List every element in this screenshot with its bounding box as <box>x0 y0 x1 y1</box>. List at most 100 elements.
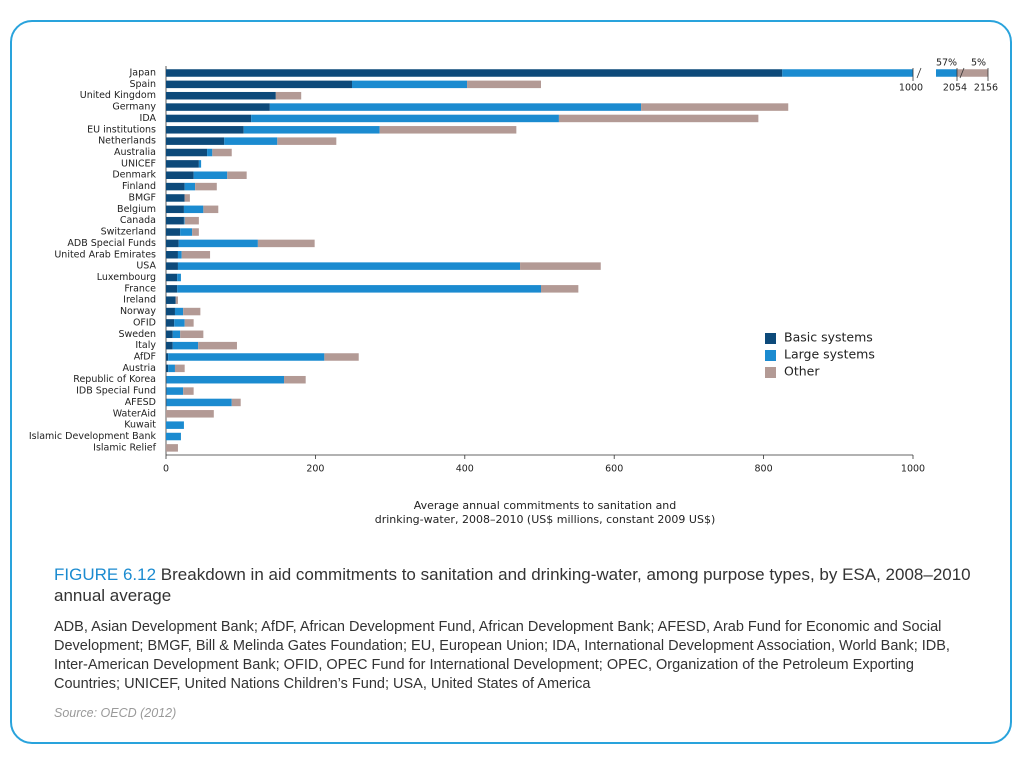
y-tick-label: UNICEF <box>121 158 156 169</box>
x-tick-label: 200 <box>306 464 324 475</box>
bar-segment <box>177 285 541 293</box>
bar-segment <box>166 319 175 327</box>
bar-segment <box>175 296 178 304</box>
bar-segment <box>166 444 178 452</box>
x-tick-label: 600 <box>605 464 623 475</box>
bar-segment <box>558 114 759 123</box>
bar-segment <box>166 375 285 384</box>
bar-segment <box>180 330 204 339</box>
bar-segment <box>166 387 184 395</box>
bar-segment <box>379 126 517 134</box>
bar-segment <box>166 171 194 179</box>
y-tick-label: Islamic Relief <box>93 442 156 453</box>
y-tick-label: Italy <box>135 340 156 351</box>
bar-segment <box>181 251 211 259</box>
y-tick-label: Republic of Korea <box>73 374 156 385</box>
bar-segment <box>641 103 789 111</box>
bar-segment <box>166 239 179 248</box>
share-label: 5% <box>971 58 986 69</box>
bar-segment <box>257 239 315 248</box>
bar-segment <box>184 216 199 225</box>
legend-swatch <box>765 333 776 344</box>
bar-segment <box>166 296 176 304</box>
bar-segment <box>467 80 541 89</box>
x-tick-label: 800 <box>755 464 773 475</box>
bar-segment <box>782 69 913 77</box>
y-tick-label: Finland <box>122 181 156 192</box>
y-tick-label: Canada <box>120 215 156 226</box>
bar-segment <box>957 69 988 77</box>
bar-segment <box>166 353 169 361</box>
legend-swatch <box>765 367 776 378</box>
bar-segment <box>166 148 208 157</box>
break-tick-label: 2054 <box>943 83 967 94</box>
y-tick-label: Spain <box>129 79 156 90</box>
bar-segment <box>183 205 204 214</box>
bar-segment <box>166 421 184 429</box>
bar-segment <box>936 69 957 77</box>
y-tick-label: France <box>124 283 156 294</box>
y-tick-label: Islamic Development Bank <box>29 431 157 442</box>
bar-segment <box>166 251 178 259</box>
figure-label: FIGURE 6.12 <box>54 565 157 584</box>
y-tick-label: Australia <box>114 147 156 158</box>
bar-segment <box>172 341 199 350</box>
bar-segment <box>166 137 225 145</box>
bar-segment <box>166 80 353 89</box>
y-tick-label: Germany <box>112 102 156 113</box>
bar-segment <box>166 228 181 236</box>
bar-segment <box>166 126 244 134</box>
bar-segment <box>166 398 232 407</box>
bar-segment <box>184 319 194 327</box>
bar-segment <box>284 375 306 384</box>
bar-segment <box>166 194 185 202</box>
bar-segment <box>166 398 167 407</box>
caption: FIGURE 6.12 Breakdown in aid commitments… <box>54 564 984 720</box>
y-tick-label: WaterAid <box>113 408 156 419</box>
bar-segment <box>178 239 258 248</box>
bar-segment <box>224 137 278 145</box>
y-tick-label: IDA <box>140 113 157 124</box>
y-tick-label: ADB Special Funds <box>67 238 156 249</box>
bar-segment <box>180 228 193 236</box>
chart: 0 200 400 600 800 1000 Average annual commitme… <box>29 58 998 527</box>
bar-segment <box>166 103 270 111</box>
y-tick-label: Netherlands <box>98 136 156 147</box>
bar-segment <box>166 205 184 214</box>
x-axis-label: drinking-water, 2008–2010 (US$ millions,… <box>375 513 716 526</box>
bar-segment <box>166 410 214 418</box>
y-tick-label: IDB Special Fund <box>76 386 156 397</box>
bar-segment <box>166 330 173 339</box>
bar-segment <box>183 307 201 316</box>
bar-segment <box>227 171 247 179</box>
figure-title: Breakdown in aid commitments to sanitati… <box>54 565 971 605</box>
legend-label: Other <box>784 364 820 379</box>
source: Source: OECD (2012) <box>54 706 177 720</box>
bar-segment <box>166 69 783 77</box>
bar-segment <box>520 262 601 270</box>
x-tick-label: 0 <box>163 464 169 475</box>
bar-segment <box>192 228 199 236</box>
bar-segment <box>540 285 579 293</box>
y-tick-label: Sweden <box>118 329 156 340</box>
bar-segment <box>251 114 559 123</box>
bar-segment <box>166 364 169 373</box>
break-tick-label: 1000 <box>899 83 923 94</box>
y-tick-label: United Kingdom <box>80 90 156 101</box>
y-tick-label: Ireland <box>123 295 156 306</box>
bar-segment <box>166 375 167 384</box>
bar-segment <box>243 126 380 134</box>
legend-label: Large systems <box>784 347 875 362</box>
y-tick-label: AfDF <box>134 352 156 363</box>
bar-segment <box>172 330 181 339</box>
y-tick-label: OFID <box>133 317 156 328</box>
bar-segment <box>166 91 276 100</box>
bar-segment <box>212 148 232 157</box>
bar-segment <box>207 148 213 157</box>
bar-segment <box>177 262 521 270</box>
bar-segment <box>166 262 178 270</box>
bar-segment <box>166 273 178 282</box>
bar-segment <box>166 216 184 225</box>
bar-segment <box>324 353 359 361</box>
